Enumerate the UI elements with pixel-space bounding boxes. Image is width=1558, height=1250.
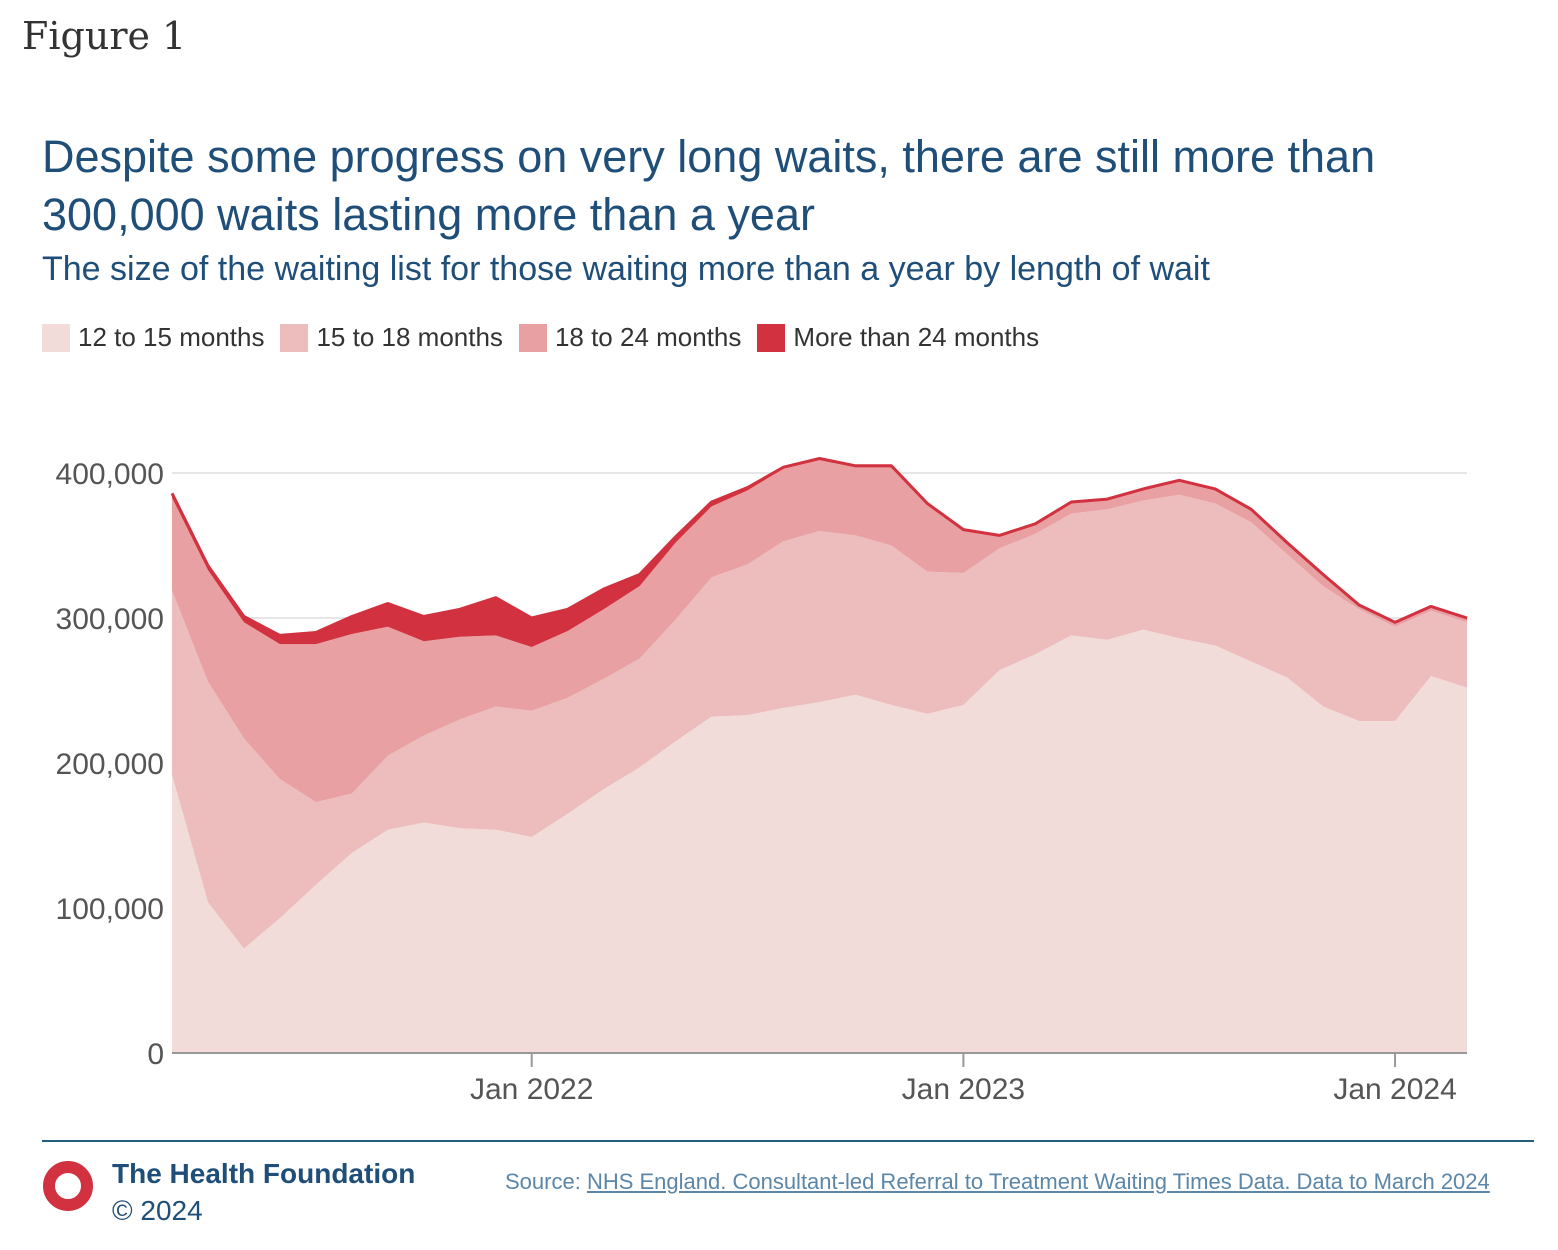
legend: 12 to 15 months 15 to 18 months 18 to 24… — [42, 322, 1055, 353]
y-tick-label: 300,000 — [56, 603, 164, 636]
legend-swatch — [757, 323, 786, 352]
legend-label: 12 to 15 months — [78, 322, 265, 352]
legend-item-12-15: 12 to 15 months — [42, 322, 264, 353]
source-prefix: Source: — [505, 1169, 587, 1194]
y-tick-label: 200,000 — [56, 748, 164, 781]
legend-swatch — [518, 323, 547, 352]
source-note: Source: NHS England. Consultant-led Refe… — [505, 1168, 1535, 1196]
x-tick-label: Jan 2022 — [470, 1073, 593, 1106]
chart-subtitle: The size of the waiting list for those w… — [42, 250, 1210, 288]
area-series-4 — [172, 458, 1467, 647]
source-link[interactable]: NHS England. Consultant-led Referral to … — [586, 1169, 1490, 1194]
health-foundation-logo-icon — [43, 1161, 93, 1211]
x-tick-label: Jan 2024 — [1333, 1073, 1456, 1106]
stacked-area-chart: 0 100,000 200,000 300,000 400,000 Jan 2022 Jan… — [56, 457, 1468, 1106]
legend-label: More than 24 months — [793, 322, 1040, 352]
organisation-name: The Health Foundation — [112, 1158, 416, 1189]
figure-label: Figure 1 — [22, 14, 187, 58]
x-tick-label: Jan 2023 — [902, 1073, 1025, 1106]
legend-swatch — [42, 323, 70, 352]
y-tick-label: 100,000 — [56, 893, 164, 926]
axes: 0 100,000 200,000 300,000 400,000 Jan 2022 Jan… — [56, 458, 1467, 1106]
legend-label: 15 to 18 months — [316, 322, 503, 352]
copyright: © 2024 — [112, 1195, 203, 1226]
legend-label: 18 to 24 months — [554, 322, 742, 352]
area-series-1 — [172, 629, 1467, 1053]
legend-item-24-plus: More than 24 months — [757, 322, 1039, 353]
chart-title: Despite some progress on very long waits… — [42, 131, 1376, 240]
legend-item-18-24: 18 to 24 months — [518, 322, 742, 353]
area-series-2 — [172, 494, 1467, 949]
area-series — [170, 457, 1468, 1053]
y-tick-label: 0 — [147, 1038, 164, 1071]
area-series-3 — [172, 460, 1467, 803]
legend-item-15-18: 15 to 18 months — [280, 322, 503, 353]
footer-divider — [42, 1140, 1534, 1142]
total-outline — [170, 457, 1468, 637]
legend-swatch — [280, 323, 309, 352]
y-tick-label: 400,000 — [56, 458, 164, 491]
